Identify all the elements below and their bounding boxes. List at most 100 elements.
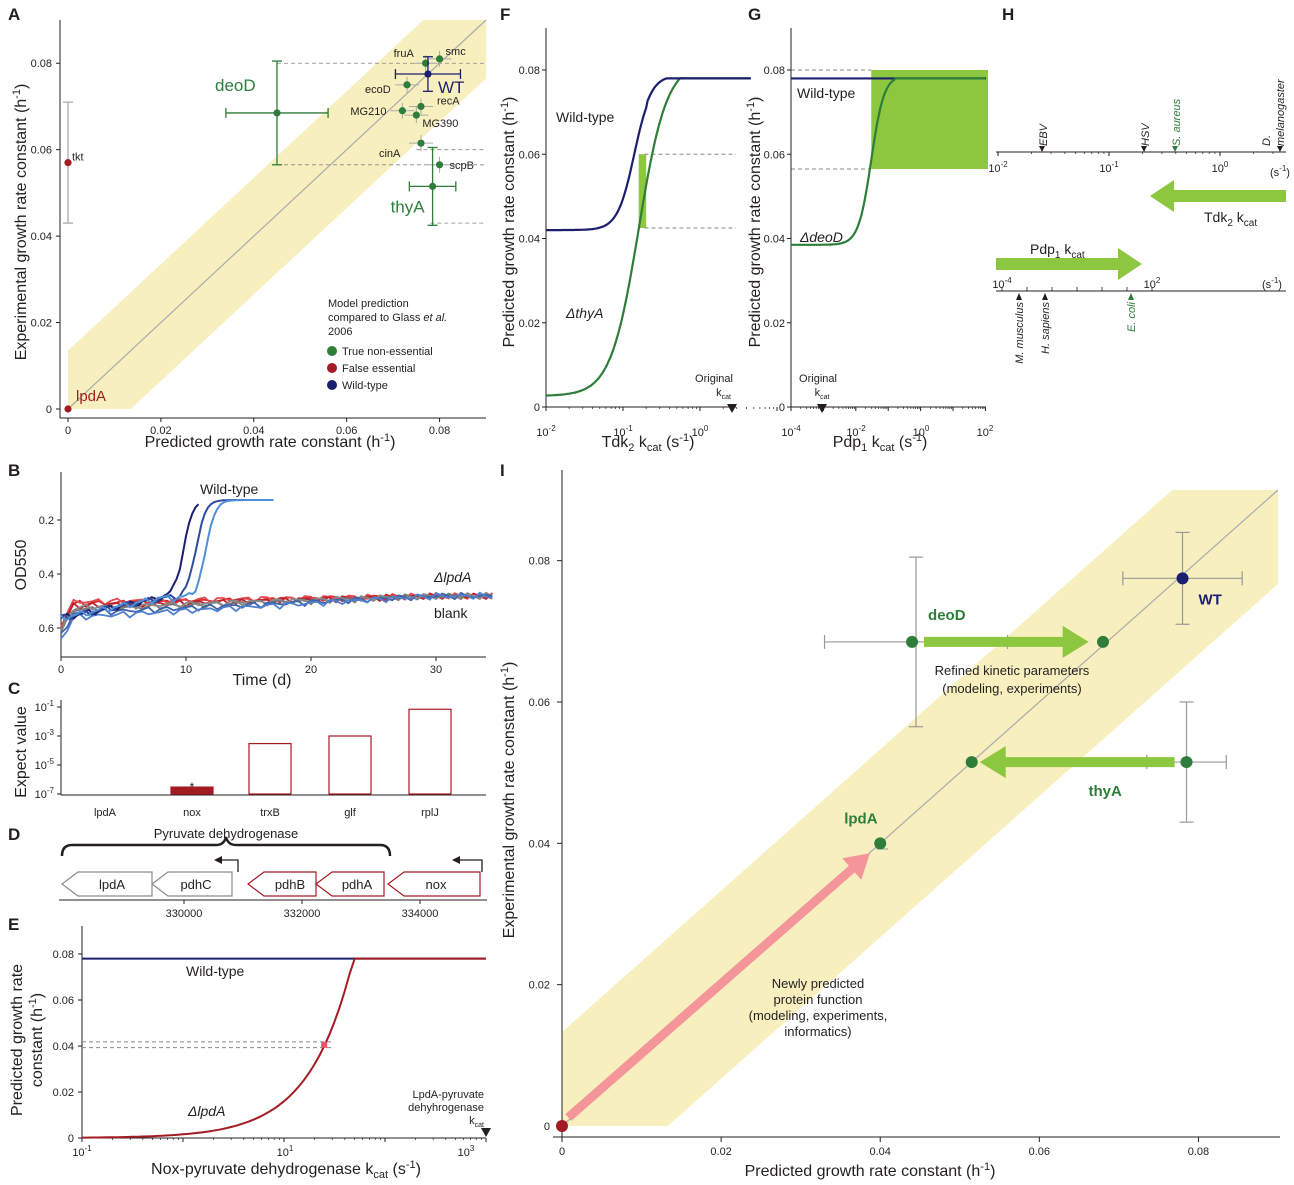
a-legend-swatch-green: [327, 346, 337, 356]
e-annot-2: dehyhrogenase: [408, 1102, 484, 1114]
h-marker-h-sapiens: [1042, 293, 1048, 300]
f-highlight-box: [638, 154, 647, 228]
g-ytick-label-1: 0.02: [764, 318, 785, 330]
panel-i: I 0 0.02 0.04 0.06 0.08 0 0.02 0.04 0.06 0.08 WT de…: [499, 461, 1280, 1180]
i-point-thyA: [1180, 756, 1193, 769]
panel-i-letter: I: [500, 461, 505, 480]
d-gene-pdhc-label: pdhC: [180, 877, 211, 892]
e-y-axis-label-2: constant (h-1): [27, 993, 46, 1087]
d-position-334000: 334000: [402, 908, 439, 920]
c-category-nox: nox: [183, 807, 201, 819]
h-marker-hsv: [1141, 146, 1147, 152]
f-label-wild-type: Wild-type: [556, 109, 615, 125]
i-xtick-label-4: 0.08: [1188, 1146, 1209, 1158]
h-org-h-sapiens: H. sapiens: [1040, 302, 1052, 354]
h-org-ebv: EBV: [1038, 122, 1050, 146]
g-annot-1: Original: [799, 373, 837, 385]
b-ytick-0-4: 0.4: [39, 569, 54, 581]
h-tick-10-2: 10-2: [988, 160, 1008, 175]
c-category-rplj: rplJ: [421, 807, 439, 819]
i-annot-new-2: protein function: [774, 992, 863, 1007]
h-marker-e-coli: [1128, 293, 1134, 300]
g-annot-2: kcat: [815, 387, 830, 401]
c-bar-nox: [170, 786, 214, 795]
c-bar-trxB: [248, 742, 292, 795]
b-xtick-0: 0: [58, 664, 64, 676]
h-marker-m-musculus: [1016, 293, 1022, 300]
i-xtick-label-2: 0.04: [870, 1146, 891, 1158]
c-ytick-7: 10-7: [35, 786, 55, 801]
f-annot-1: Original: [695, 373, 733, 385]
f-ytick-label-2: 0.04: [519, 234, 540, 246]
c-ytick-1: 10-1: [35, 699, 55, 714]
h-org-d-melanogaster-1: D.: [1261, 135, 1273, 146]
i-arrow-lpda: [565, 853, 870, 1121]
d-operon-label: Pyruvate dehydrogenase: [154, 826, 299, 841]
i-point-deod-refined: [1096, 635, 1109, 648]
h-org-d-melanogaster-2: melanogaster: [1275, 78, 1287, 146]
f-xtick-10-2: 10-2: [536, 424, 556, 439]
panel-a: A lpdA tkt deoD fruA smc ecoD WT MG210 recA MG390…: [8, 5, 487, 451]
d-gene-pdha: [315, 871, 385, 897]
i-arrow-thya: [979, 746, 1175, 779]
i-annot-refined-1: Refined kinetic parameters: [935, 663, 1090, 678]
a-point-label-tkt: tkt: [72, 152, 84, 164]
e-plot: 0 0.02 0.04 0.06 0.08: [53, 926, 487, 1145]
e-label-wild-type: Wild-type: [186, 963, 245, 979]
a-point-recA: [417, 102, 425, 111]
i-ytick-label-3: 0.06: [529, 697, 550, 709]
panel-f: F 0 0.02 0.04 0.06 0.08 Wild-type ΔthyA Orig…: [499, 5, 778, 454]
h-arrow-tdk2: [1150, 180, 1286, 212]
c-bars: [170, 708, 452, 795]
d-promoter-2: [456, 859, 483, 872]
a-legend-swatch-red: [327, 363, 337, 373]
h-org-s-aureus: S. aureus: [1171, 98, 1183, 146]
d-gene-lpda: [61, 871, 153, 897]
i-xtick-label-3: 0.06: [1029, 1146, 1050, 1158]
a-point-label-thyA: thyA: [391, 197, 426, 216]
c-y-axis-label: Expect value: [13, 706, 30, 798]
g-ytick-label-0: 0: [779, 402, 785, 414]
a-legend: Model prediction compared to Glass et al…: [327, 298, 447, 392]
i-y-axis-label: Experimental growth rate constant (h-1): [499, 662, 518, 939]
a-point-tkt: [64, 159, 72, 167]
i-x-axis-label: Predicted growth rate constant (h-1): [745, 1161, 996, 1180]
i-xtick-label-0: 0: [559, 1146, 565, 1158]
f-label-thya: ΔthyA: [565, 305, 603, 321]
f-plot: 0 0.02 0.04 0.06 0.08: [519, 28, 778, 414]
a-point-label-cinA: cinA: [379, 148, 401, 160]
panel-e-letter: E: [8, 915, 19, 934]
panel-c-letter: C: [8, 679, 20, 698]
h-axis-ticks: [997, 152, 1274, 156]
c-bar-rplJ: [408, 708, 452, 795]
panel-h-letter: H: [1002, 5, 1014, 24]
i-xtick-label-1: 0.02: [710, 1146, 731, 1158]
e-ytick-label-2: 0.04: [53, 1041, 74, 1053]
a-ytick-label-3: 0.06: [31, 145, 52, 157]
b-y-axis-label: OD550: [13, 540, 30, 591]
a-legend-title-2: compared to Glass et al.: [328, 312, 447, 324]
c-ytick-5: 10-5: [35, 757, 55, 772]
d-gene-pdha-label: pdhA: [342, 877, 373, 892]
i-point-label-deoD: deoD: [928, 607, 966, 624]
a-point-MG390: [412, 111, 420, 119]
d-gene-pdhb-label: pdhB: [275, 877, 305, 892]
b-xtick-10: 10: [180, 664, 192, 676]
c-category-lpda: lpdA: [94, 807, 117, 819]
b-x-axis-label: Time (d): [233, 672, 292, 689]
a-x-axis-label: Predicted growth rate constant (h-1): [145, 432, 396, 451]
panel-e: E 0 0.02 0.04 0.06 0.08 Wild-type ΔlpdA LpdA…: [8, 915, 491, 1181]
a-point-label-MG210: MG210: [350, 106, 386, 118]
h-arrow-pdp1: [996, 248, 1142, 280]
h-tick-10-2b: 102: [1144, 276, 1161, 291]
a-data-points: lpdA tkt deoD fruA smc ecoD WT MG210 recA MG390 ci…: [63, 46, 474, 413]
a-point-label-scpB: scpB: [450, 160, 474, 172]
i-ytick-label-0: 0: [544, 1121, 550, 1133]
a-point-deoD: [273, 109, 281, 117]
d-gene-nox-label: nox: [426, 877, 447, 892]
i-point-label-thyA: thyA: [1089, 783, 1123, 800]
g-label-deod: ΔdeoD: [799, 229, 843, 245]
panel-d-letter: D: [8, 825, 20, 844]
a-point-label-MG390: MG390: [422, 118, 458, 130]
a-point-label-deoD: deoD: [215, 76, 256, 95]
